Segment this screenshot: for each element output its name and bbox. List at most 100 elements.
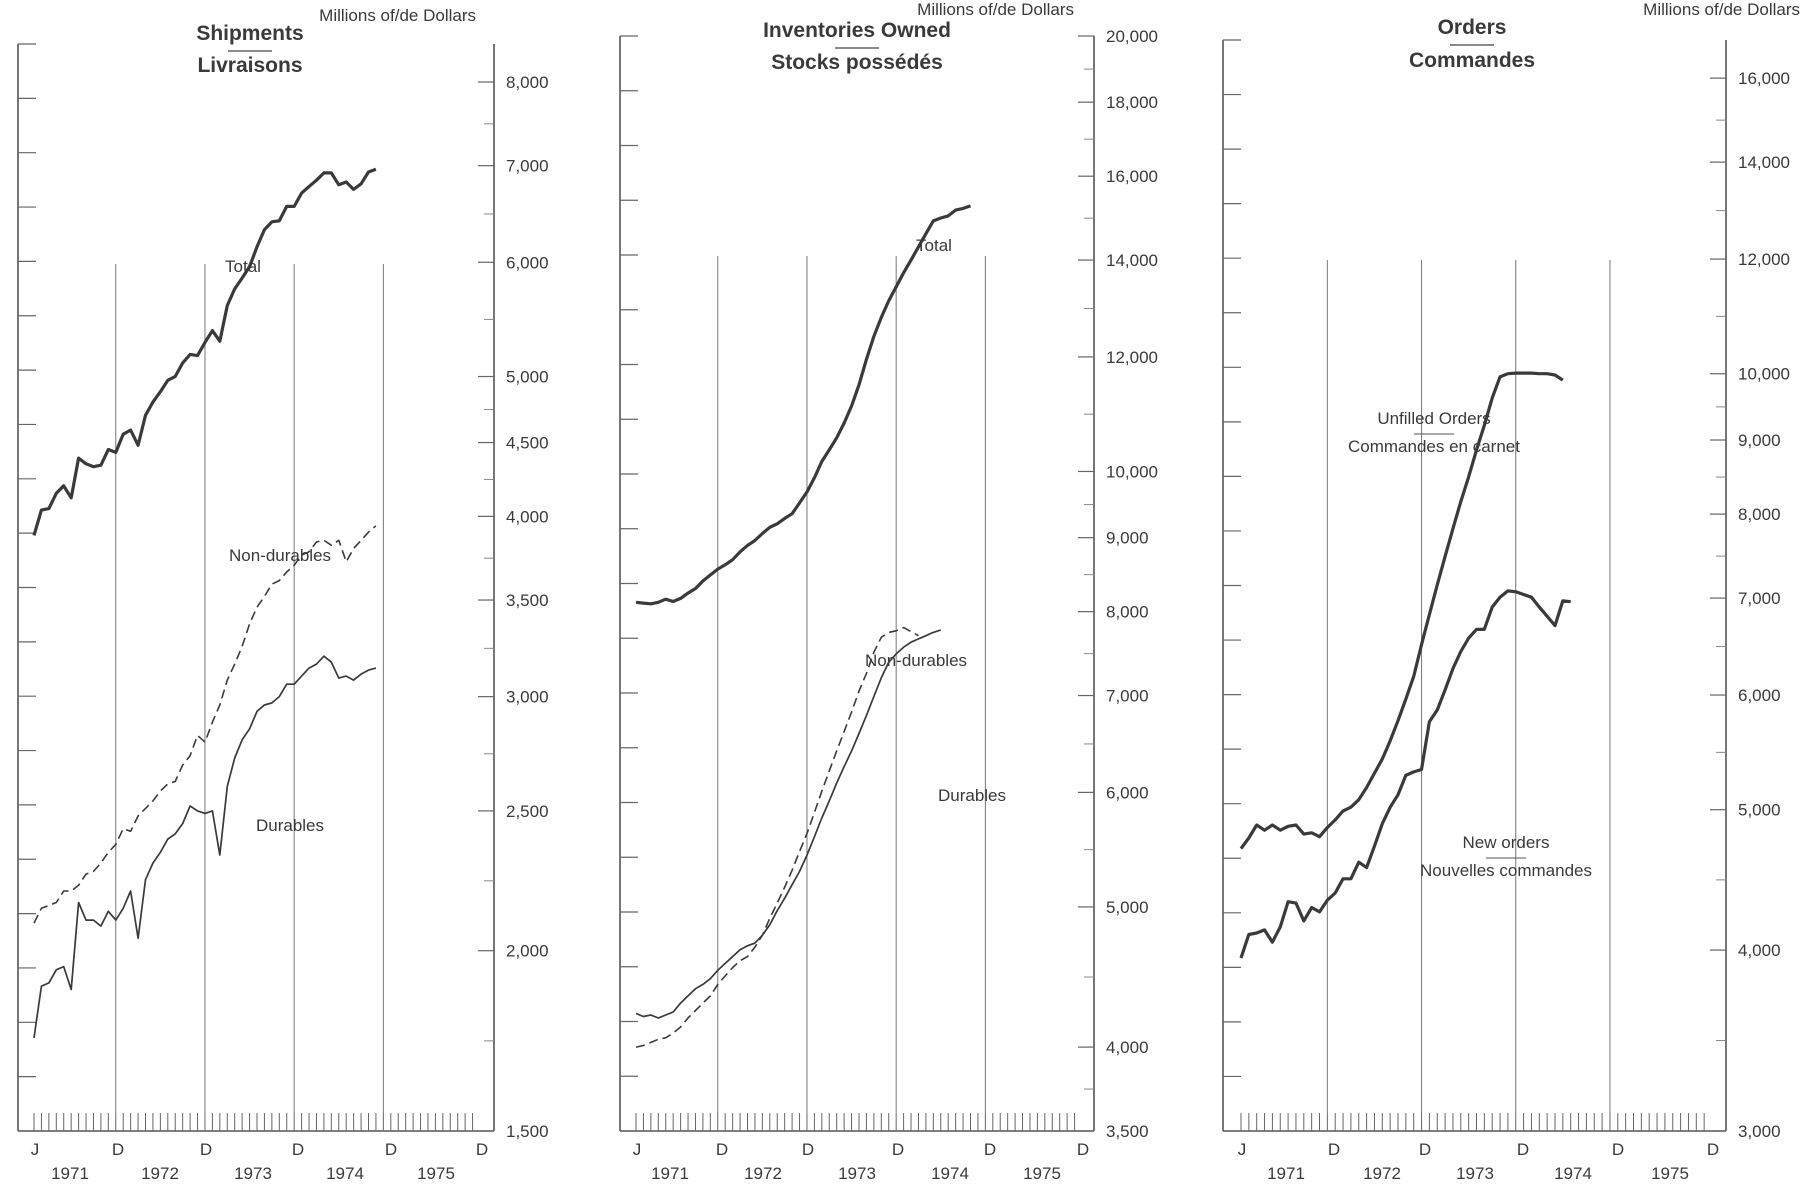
- y-tick-label: 7,000: [506, 157, 549, 176]
- month-label: D: [112, 1140, 124, 1159]
- y-axis-unit: Millions of/de Dollars: [917, 0, 1074, 19]
- month-label: J: [633, 1140, 642, 1159]
- year-label: 1972: [1363, 1164, 1401, 1183]
- chart-subtitle: Livraisons: [197, 54, 302, 77]
- month-label: D: [1328, 1140, 1340, 1159]
- y-tick-label: 3,000: [506, 688, 549, 707]
- chart-panel-3: 3,000 4,000 5,000 6,000 7,000 8,000 9,000 10,00…: [1222, 0, 1800, 1183]
- y-tick-label: 2,000: [506, 942, 549, 961]
- chart-panel-2: 3,500 4,000 5,000 6,000 7,000 8,000 9,000 10,00…: [619, 0, 1158, 1183]
- y-axis-unit: Millions of/de Dollars: [1643, 0, 1800, 19]
- chart-title: Inventories Owned: [763, 19, 951, 42]
- series-label: Commandes en carnet: [1348, 437, 1520, 456]
- series-label: New orders: [1463, 833, 1550, 852]
- month-label: D: [292, 1140, 304, 1159]
- series-line-new-orders: [1239, 589, 1571, 959]
- series-line-total: [635, 204, 972, 606]
- series-line-durables: [33, 655, 377, 1039]
- y-tick-label: 6,000: [1738, 686, 1781, 705]
- y-tick-label: 4,000: [1738, 941, 1781, 960]
- y-tick-label: 4,500: [506, 434, 549, 453]
- y-tick-label: 4,000: [506, 507, 549, 526]
- series-label: Total: [225, 257, 261, 276]
- y-tick-label: 18,000: [1106, 93, 1158, 112]
- y-tick-label: 6,000: [1106, 783, 1149, 802]
- year-label: 1973: [234, 1164, 272, 1183]
- month-label: D: [1707, 1140, 1719, 1159]
- y-tick-label: 12,000: [1106, 348, 1158, 367]
- y-tick-label: 10,000: [1106, 462, 1158, 481]
- year-label: 1974: [931, 1164, 969, 1183]
- y-tick-label: 6,000: [506, 253, 549, 272]
- year-label: 1971: [51, 1164, 89, 1183]
- series-line-unfilled-orders: [1239, 371, 1564, 850]
- series-label: Durables: [938, 786, 1006, 805]
- y-tick-label: 3,500: [1106, 1122, 1149, 1141]
- y-tick-label: 3,500: [506, 591, 549, 610]
- chart-subtitle: Commandes: [1409, 49, 1535, 72]
- month-label: J: [31, 1140, 40, 1159]
- year-label: 1973: [838, 1164, 876, 1183]
- year-label: 1975: [1023, 1164, 1061, 1183]
- series-label: Total: [916, 236, 952, 255]
- series-label: Non-durables: [229, 546, 331, 565]
- month-label: J: [1238, 1140, 1247, 1159]
- series-label: Non-durables: [865, 651, 967, 670]
- month-label: D: [802, 1140, 814, 1159]
- y-tick-label: 12,000: [1738, 250, 1790, 269]
- y-tick-label: 8,000: [1106, 603, 1149, 622]
- month-label: D: [984, 1140, 996, 1159]
- y-tick-label: 5,000: [1738, 801, 1781, 820]
- month-label: D: [716, 1140, 728, 1159]
- y-tick-label: 4,000: [1106, 1038, 1149, 1057]
- y-tick-label: 9,000: [1738, 431, 1781, 450]
- y-tick-label: 16,000: [1106, 167, 1158, 186]
- chart-panel-1: 1,500 2,000 2,500 3,000 3,500 4,000 4,500 5,000…: [17, 6, 549, 1183]
- y-tick-label: 10,000: [1738, 365, 1790, 384]
- chart-title: Shipments: [196, 22, 303, 45]
- chart-title: Orders: [1438, 16, 1507, 39]
- series-line-non-durables: [33, 525, 377, 924]
- year-label: 1972: [744, 1164, 782, 1183]
- year-label: 1972: [141, 1164, 179, 1183]
- series-line-durables: [635, 626, 919, 1048]
- y-tick-label: 16,000: [1738, 69, 1790, 88]
- series-line-non-durables: [635, 629, 942, 1019]
- year-label: 1974: [1554, 1164, 1592, 1183]
- month-label: D: [892, 1140, 904, 1159]
- series-label: Durables: [256, 816, 324, 835]
- y-tick-label: 5,000: [1106, 898, 1149, 917]
- month-label: D: [200, 1140, 212, 1159]
- month-label: D: [1419, 1140, 1431, 1159]
- y-tick-label: 8,000: [506, 73, 549, 92]
- y-tick-label: 5,000: [506, 368, 549, 387]
- y-tick-label: 3,000: [1738, 1122, 1781, 1141]
- y-axis-unit: Millions of/de Dollars: [319, 6, 476, 25]
- y-tick-label: 20,000: [1106, 27, 1158, 46]
- year-label: 1975: [1651, 1164, 1689, 1183]
- year-label: 1971: [1267, 1164, 1305, 1183]
- year-label: 1973: [1456, 1164, 1494, 1183]
- month-label: D: [1077, 1140, 1089, 1159]
- year-label: 1975: [417, 1164, 455, 1183]
- y-tick-label: 7,000: [1738, 589, 1781, 608]
- y-tick-label: 14,000: [1106, 251, 1158, 270]
- series-label: Nouvelles commandes: [1420, 861, 1592, 880]
- y-tick-label: 14,000: [1738, 153, 1790, 172]
- year-label: 1974: [326, 1164, 364, 1183]
- y-tick-label: 9,000: [1106, 529, 1149, 548]
- month-label: D: [1612, 1140, 1624, 1159]
- month-label: D: [476, 1140, 488, 1159]
- series-label: Unfilled Orders: [1377, 409, 1490, 428]
- series-line-total: [32, 167, 377, 536]
- y-tick-label: 8,000: [1738, 505, 1781, 524]
- y-tick-label: 1,500: [506, 1122, 549, 1141]
- chart-subtitle: Stocks possédés: [771, 51, 943, 74]
- year-label: 1971: [651, 1164, 689, 1183]
- y-tick-label: 2,500: [506, 802, 549, 821]
- y-tick-label: 7,000: [1106, 687, 1149, 706]
- month-label: D: [1517, 1140, 1529, 1159]
- month-label: D: [385, 1140, 397, 1159]
